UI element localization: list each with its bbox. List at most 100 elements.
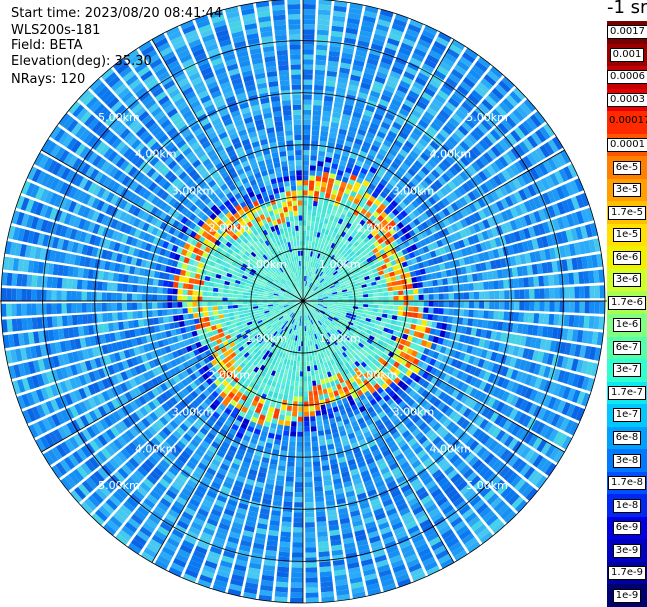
ppi-gate	[362, 114, 372, 122]
ppi-gate	[501, 391, 510, 402]
ppi-gate	[451, 39, 466, 51]
ppi-gate	[303, 396, 309, 402]
ppi-gate	[316, 379, 321, 386]
ppi-gate	[380, 211, 388, 219]
ppi-gate	[408, 301, 414, 306]
ppi-gate	[328, 50, 341, 58]
ppi-gate	[490, 161, 501, 174]
ppi-gate	[546, 411, 556, 425]
ppi-gate	[474, 378, 483, 389]
ppi-gate	[366, 131, 376, 140]
ppi-gate	[340, 231, 347, 238]
ppi-gate	[319, 571, 332, 578]
ppi-gate	[464, 205, 473, 215]
ppi-gate	[403, 206, 412, 215]
ppi-gate	[466, 133, 478, 145]
ppi-gate	[427, 172, 437, 182]
ppi-gate	[389, 70, 402, 80]
ppi-gate	[444, 140, 455, 151]
ppi-gate	[365, 266, 372, 272]
ppi-gate	[463, 309, 469, 317]
ppi-gate	[375, 333, 382, 340]
ppi-gate	[322, 306, 328, 309]
ppi-gate	[303, 290, 305, 297]
ppi-gate	[285, 476, 294, 482]
ppi-gate	[326, 224, 332, 231]
ppi-gate	[303, 29, 315, 35]
ppi-gate	[568, 314, 575, 327]
ppi-gate	[438, 293, 444, 300]
ppi-gate	[316, 511, 326, 518]
ppi-gate	[366, 170, 375, 179]
ppi-gate	[583, 240, 591, 254]
ppi-gate	[287, 370, 292, 376]
ppi-gate	[493, 280, 499, 290]
ppi-gate	[285, 364, 290, 370]
ppi-gate	[403, 289, 409, 295]
ppi-gate	[453, 241, 461, 250]
ppi-gate	[367, 311, 373, 316]
ppi-gate	[439, 263, 446, 271]
ppi-gate	[562, 371, 571, 385]
ppi-gate	[333, 302, 339, 305]
ppi-gate	[368, 304, 374, 308]
ppi-gate	[468, 214, 477, 224]
ppi-gate	[355, 160, 364, 168]
ppi-gate	[357, 253, 364, 260]
ppi-gate	[347, 242, 353, 249]
ppi-gate	[303, 401, 309, 407]
ppi-gate	[515, 383, 524, 396]
ppi-gate	[311, 292, 316, 296]
ppi-gate	[509, 219, 518, 231]
ppi-gate	[316, 29, 329, 36]
ppi-gate	[275, 429, 283, 436]
ppi-gate	[442, 364, 451, 373]
ppi-gate	[423, 333, 430, 341]
ppi-gate	[295, 482, 303, 488]
ppi-gate	[441, 173, 451, 183]
ppi-gate	[331, 25, 344, 33]
ppi-gate	[400, 188, 409, 197]
ppi-gate	[472, 356, 481, 367]
ppi-gate	[296, 451, 303, 458]
ppi-gate	[356, 176, 364, 184]
ppi-gate	[426, 186, 435, 196]
ppi-gate	[345, 222, 352, 229]
ppi-gate	[323, 298, 329, 300]
ppi-gate	[314, 400, 320, 407]
ppi-gate	[312, 115, 321, 121]
ppi-gate	[324, 192, 331, 199]
ppi-gate	[405, 66, 418, 76]
ppi-gate	[373, 324, 380, 330]
ppi-gate	[363, 10, 378, 19]
ppi-gate	[279, 546, 291, 553]
ppi-gate	[599, 285, 605, 299]
ppi-gate	[509, 91, 522, 104]
ppi-gate	[328, 281, 334, 286]
ppi-gate	[452, 276, 459, 284]
ppi-gate	[341, 113, 351, 121]
ppi-gate	[478, 310, 484, 319]
ppi-gate	[310, 246, 315, 252]
ppi-gate	[468, 301, 475, 309]
ppi-gate	[408, 229, 416, 238]
ppi-gate	[291, 552, 303, 558]
ppi-gate	[528, 362, 537, 374]
ppi-gate	[380, 121, 391, 130]
ppi-gate	[401, 103, 412, 113]
ppi-gate	[483, 382, 492, 393]
ppi-gate	[447, 366, 455, 376]
ppi-gate	[358, 123, 369, 132]
ppi-gate	[350, 231, 357, 238]
ppi-gate	[495, 353, 503, 363]
ppi-gate	[365, 247, 372, 254]
ppi-gate	[476, 272, 484, 281]
ppi-gate	[293, 522, 303, 528]
ppi-gate	[398, 306, 404, 311]
ppi-gate	[436, 322, 443, 330]
ppi-gate	[312, 285, 317, 290]
ppi-gate	[557, 384, 567, 398]
ppi-gate	[576, 329, 584, 343]
ppi-gate	[315, 268, 319, 274]
ppi-gate	[518, 229, 527, 241]
